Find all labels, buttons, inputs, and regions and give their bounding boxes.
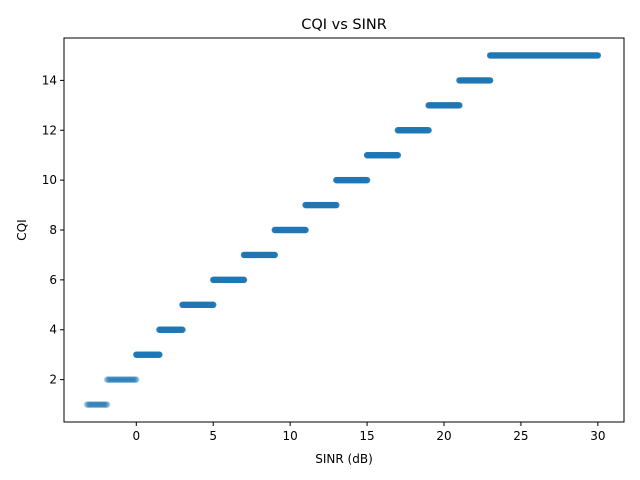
cqi-5-points bbox=[179, 301, 217, 309]
cqi-10-points bbox=[333, 176, 371, 184]
cqi-15-points bbox=[486, 52, 602, 59]
data-point bbox=[129, 376, 137, 383]
data-point bbox=[132, 376, 139, 383]
data-point bbox=[121, 376, 128, 383]
cqi-13-points bbox=[425, 102, 463, 109]
data-point bbox=[114, 376, 122, 383]
data-point bbox=[302, 226, 309, 234]
data-point bbox=[113, 376, 121, 383]
data-point bbox=[106, 376, 113, 383]
data-point bbox=[107, 376, 114, 383]
scatter-points bbox=[83, 52, 602, 408]
data-point bbox=[109, 376, 116, 383]
data-point bbox=[127, 376, 135, 383]
data-point bbox=[133, 376, 140, 383]
cqi-1-points bbox=[83, 401, 111, 408]
data-point bbox=[99, 401, 106, 408]
x-tick-label: 10 bbox=[283, 429, 298, 443]
cqi-7-points bbox=[240, 251, 278, 259]
x-axis-label: SINR (dB) bbox=[315, 452, 373, 466]
data-point bbox=[128, 376, 136, 383]
data-point bbox=[98, 401, 105, 408]
data-point bbox=[108, 376, 115, 383]
data-point bbox=[394, 151, 402, 159]
y-tick-label: 6 bbox=[49, 273, 57, 287]
cqi-14-points bbox=[456, 77, 494, 84]
data-point bbox=[101, 401, 109, 408]
data-point bbox=[130, 376, 138, 383]
y-axis-label: CQI bbox=[15, 219, 29, 240]
data-point bbox=[89, 401, 96, 408]
data-point bbox=[102, 401, 110, 408]
data-point bbox=[94, 401, 102, 408]
data-point bbox=[104, 376, 112, 383]
data-point bbox=[92, 401, 100, 408]
data-point bbox=[122, 376, 129, 383]
data-point bbox=[126, 376, 134, 383]
data-point bbox=[83, 401, 91, 408]
data-point bbox=[425, 127, 432, 134]
data-point bbox=[117, 376, 125, 383]
y-tick-label: 14 bbox=[42, 73, 57, 87]
data-point bbox=[115, 376, 123, 383]
data-point bbox=[111, 376, 118, 383]
cqi-3-points bbox=[133, 351, 163, 358]
data-point bbox=[125, 376, 132, 383]
data-point bbox=[594, 52, 602, 59]
data-point bbox=[486, 77, 494, 84]
data-point bbox=[179, 326, 186, 333]
data-point bbox=[90, 401, 97, 408]
data-point bbox=[93, 401, 101, 408]
cqi-9-points bbox=[302, 201, 340, 209]
data-point bbox=[110, 376, 117, 383]
data-point bbox=[112, 376, 119, 383]
data-point bbox=[116, 376, 124, 383]
data-point bbox=[123, 376, 130, 383]
data-point bbox=[88, 401, 95, 408]
y-tick-label: 8 bbox=[49, 223, 57, 237]
data-point bbox=[120, 376, 127, 383]
x-tick-label: 0 bbox=[132, 429, 140, 443]
data-point bbox=[84, 401, 92, 408]
cqi-8-points bbox=[271, 226, 309, 234]
data-point bbox=[91, 401, 99, 408]
data-point bbox=[210, 301, 217, 309]
data-point bbox=[86, 401, 93, 408]
chart-title: CQI vs SINR bbox=[301, 17, 387, 33]
data-point bbox=[124, 376, 131, 383]
data-point bbox=[271, 251, 278, 259]
cqi-12-points bbox=[394, 127, 432, 134]
x-tick-label: 15 bbox=[359, 429, 374, 443]
x-tick-label: 25 bbox=[513, 429, 528, 443]
y-tick-label: 12 bbox=[42, 123, 57, 137]
cqi-6-points bbox=[210, 276, 248, 284]
data-point bbox=[363, 176, 371, 184]
x-tick-label: 20 bbox=[436, 429, 451, 443]
data-point bbox=[96, 401, 103, 408]
cqi-4-points bbox=[156, 326, 186, 333]
data-point bbox=[456, 102, 463, 109]
x-tick-label: 30 bbox=[590, 429, 605, 443]
data-point bbox=[240, 276, 248, 284]
data-point bbox=[87, 401, 94, 408]
data-point bbox=[333, 201, 340, 209]
data-point bbox=[156, 351, 163, 358]
y-axis-ticks: 2 4 6 8 10 12 14 bbox=[42, 73, 64, 387]
data-point bbox=[119, 376, 126, 383]
y-tick-label: 2 bbox=[49, 373, 57, 387]
y-tick-label: 4 bbox=[49, 323, 57, 337]
x-axis-ticks: 0 5 10 15 20 25 30 bbox=[132, 422, 605, 443]
cqi-2-points bbox=[103, 376, 140, 383]
data-point bbox=[97, 401, 104, 408]
data-point bbox=[103, 376, 111, 383]
y-tick-label: 10 bbox=[42, 173, 57, 187]
data-point bbox=[100, 401, 107, 408]
cqi-11-points bbox=[363, 151, 402, 159]
x-tick-label: 5 bbox=[209, 429, 217, 443]
data-point bbox=[103, 401, 111, 408]
